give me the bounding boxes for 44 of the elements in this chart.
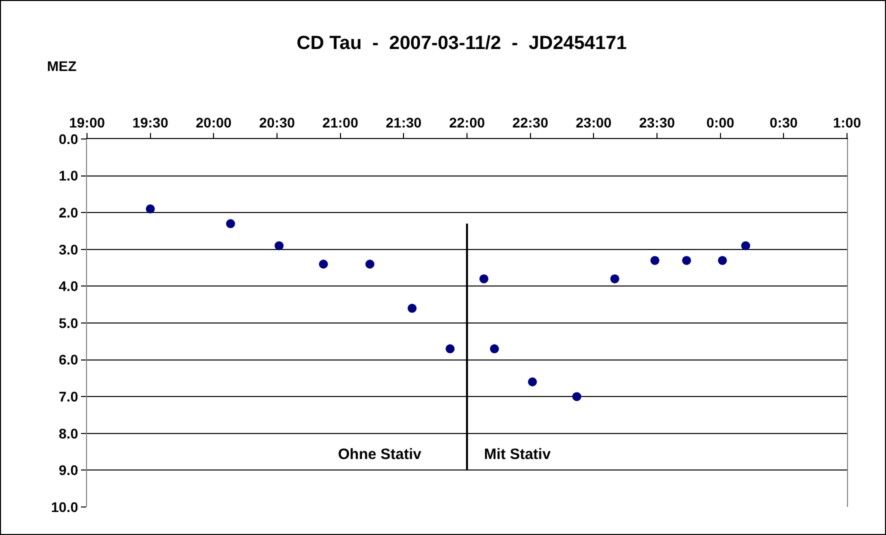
point — [741, 241, 750, 250]
y-tick-label: 2.0 — [58, 204, 78, 220]
y-tick-label: 5.0 — [58, 314, 78, 331]
x-tick-label: 0:30 — [770, 114, 798, 130]
x-tick-label: 22:30 — [512, 114, 548, 130]
point — [479, 274, 488, 284]
x-tick-label: 0:00 — [706, 114, 735, 130]
y-tick-label: 3.0 — [58, 241, 78, 258]
point — [446, 344, 455, 354]
point — [572, 392, 582, 402]
y-tick-label: 10.0 — [50, 498, 78, 515]
x-tick-label: 23:30 — [639, 114, 676, 130]
y-tick-label: 0.0 — [58, 130, 78, 147]
y-tick-label: 8.0 — [58, 425, 78, 442]
x-tick-label: 20:00 — [196, 114, 232, 130]
point — [146, 204, 155, 214]
chart-title: CD Tau - 2007-03-11/2 - JD2454171 — [296, 33, 628, 54]
y-tick-label: 7.0 — [58, 388, 78, 404]
x-tick-label: 1:00 — [832, 114, 862, 130]
x-tick-label: 22:00 — [449, 114, 486, 130]
point — [226, 219, 236, 228]
x-tick-label: 19:30 — [132, 114, 168, 130]
x-tick-label: 21:30 — [386, 114, 422, 130]
x-axis-title: MEZ — [47, 58, 77, 74]
y-tick-label: 4.0 — [58, 278, 78, 294]
annotation: Ohne Stativ — [338, 446, 422, 463]
y-tick-label: 1.0 — [58, 168, 78, 184]
point — [274, 241, 284, 250]
point — [610, 274, 620, 284]
point — [318, 260, 328, 269]
x-tick-label: 20:30 — [259, 114, 296, 130]
y-tick-label: 6.0 — [58, 352, 78, 368]
x-tick-label: 21:00 — [322, 114, 358, 130]
point — [408, 304, 417, 313]
point — [682, 256, 692, 265]
annotation: Mit Stativ — [484, 446, 552, 463]
x-tick-label: 23:00 — [576, 114, 612, 130]
point — [650, 256, 660, 265]
point — [490, 344, 499, 354]
point — [365, 260, 374, 269]
x-tick-label: 19:00 — [69, 114, 106, 130]
point — [528, 377, 537, 386]
point — [718, 256, 727, 265]
y-tick-label: 9.0 — [58, 462, 78, 478]
